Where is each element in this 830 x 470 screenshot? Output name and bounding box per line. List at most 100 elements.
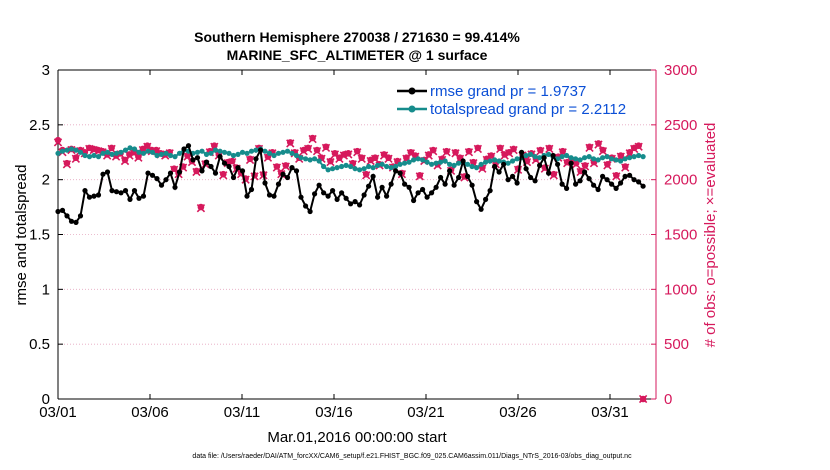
rmse-point — [312, 191, 318, 197]
rmse-point — [514, 180, 520, 186]
totalspread-point — [411, 157, 417, 163]
totalspread-point — [429, 161, 435, 167]
totalspread-point — [68, 146, 75, 152]
rmse-point — [388, 181, 394, 187]
obs-evaluated-point — [621, 163, 630, 172]
totalspread-point — [221, 149, 228, 155]
y-tick-label-right: 3000 — [664, 62, 697, 79]
totalspread-point — [262, 148, 268, 154]
rmse-point — [176, 169, 183, 175]
totalspread-point — [55, 150, 61, 156]
totalspread-point — [330, 166, 336, 172]
obs-evaluated-point — [62, 160, 72, 169]
rmse-point — [199, 168, 205, 174]
totalspread-point — [131, 146, 138, 152]
rmse-point — [334, 196, 340, 202]
rmse-point — [82, 188, 88, 194]
rmse-point — [402, 181, 408, 187]
totalspread-point — [212, 147, 219, 153]
rmse-point — [555, 161, 561, 167]
obs-evaluated-point — [125, 151, 134, 160]
rmse-point — [604, 177, 610, 183]
rmse-point — [298, 194, 304, 200]
rmse-point — [415, 190, 421, 196]
rmse-point — [429, 190, 435, 196]
rmse-point — [194, 155, 201, 161]
rmse-point — [523, 166, 529, 172]
legend: rmse grand pr = 1.9737 totalspread grand… — [392, 78, 648, 120]
x-tick-label: 03/31 — [591, 404, 629, 421]
obs-evaluated-point — [192, 167, 201, 177]
totalspread-point — [492, 157, 498, 163]
x-tick-label: 03/16 — [315, 404, 353, 421]
totalspread-point — [509, 158, 516, 164]
rmse-point — [181, 146, 187, 152]
rmse-point — [262, 180, 268, 186]
rmse-point — [343, 195, 349, 201]
totalspread-point — [158, 151, 165, 157]
rmse-point — [622, 173, 628, 179]
totalspread-point — [483, 159, 489, 165]
totalspread-point — [478, 161, 484, 167]
obs-evaluated-point — [272, 163, 282, 172]
totalspread-point — [573, 156, 579, 162]
rmse-point — [230, 174, 237, 181]
obs-evaluated-point — [53, 138, 63, 147]
totalspread-point — [334, 165, 340, 171]
rmse-point — [284, 174, 291, 181]
rmse-point — [136, 195, 142, 201]
y-tick-label-right: 2000 — [664, 172, 697, 189]
totalspread-point — [86, 154, 93, 160]
totalspread-point — [505, 160, 511, 166]
rmse-point — [411, 197, 417, 204]
totalspread-point — [474, 165, 480, 171]
totalspread-point — [149, 149, 156, 155]
obs-evaluated-point — [357, 154, 366, 163]
totalspread-point — [239, 149, 246, 155]
x-axis-label: Mar.01,2016 00:00:00 start — [267, 429, 447, 446]
totalspread-point — [370, 165, 376, 171]
rmse-point — [550, 152, 556, 159]
rmse-point — [100, 171, 106, 177]
totalspread-point — [568, 155, 574, 161]
rmse-point — [208, 163, 214, 170]
legend-spread-label: totalspread grand pr = 2.2112 — [430, 101, 626, 118]
totalspread-point — [230, 152, 237, 159]
rmse-point — [627, 172, 633, 178]
obs-evaluated-point — [335, 154, 344, 163]
rmse-point — [424, 194, 430, 200]
obs-evaluated-point — [504, 149, 514, 158]
rmse-point — [244, 193, 250, 199]
rmse-point — [307, 208, 313, 215]
totalspread-point — [118, 149, 124, 155]
totalspread-point — [325, 167, 331, 173]
obs-evaluated-point — [134, 153, 143, 162]
rmse-point — [465, 173, 471, 179]
obs-evaluated-point — [594, 140, 603, 149]
rmse-point — [469, 182, 475, 188]
obs-evaluated-point — [415, 172, 424, 181]
rmse-point — [140, 193, 147, 199]
rmse-point — [321, 190, 327, 196]
obs-evaluated-point — [303, 144, 313, 154]
totalspread-point — [609, 156, 615, 162]
totalspread-point — [113, 150, 120, 156]
rmse-point — [91, 193, 97, 199]
obs-evaluated-point — [585, 143, 594, 153]
rmse-point — [640, 183, 646, 189]
rmse-point — [163, 177, 169, 183]
obs-evaluated-point — [281, 162, 290, 171]
totalspread-point — [636, 152, 642, 159]
totalspread-point — [194, 149, 201, 155]
rmse-point — [582, 169, 588, 175]
totalspread-point — [109, 151, 115, 157]
rmse-point — [348, 201, 354, 207]
y-axis-label-right: # of obs: o=possible; ×=evaluated — [702, 123, 719, 348]
rmse-point — [568, 160, 574, 166]
totalspread-point — [433, 160, 439, 166]
totalspread-point — [348, 163, 354, 170]
rmse-point — [172, 184, 178, 190]
totalspread-point — [339, 163, 345, 170]
obs-evaluated-point — [245, 155, 255, 165]
totalspread-point — [167, 152, 174, 159]
